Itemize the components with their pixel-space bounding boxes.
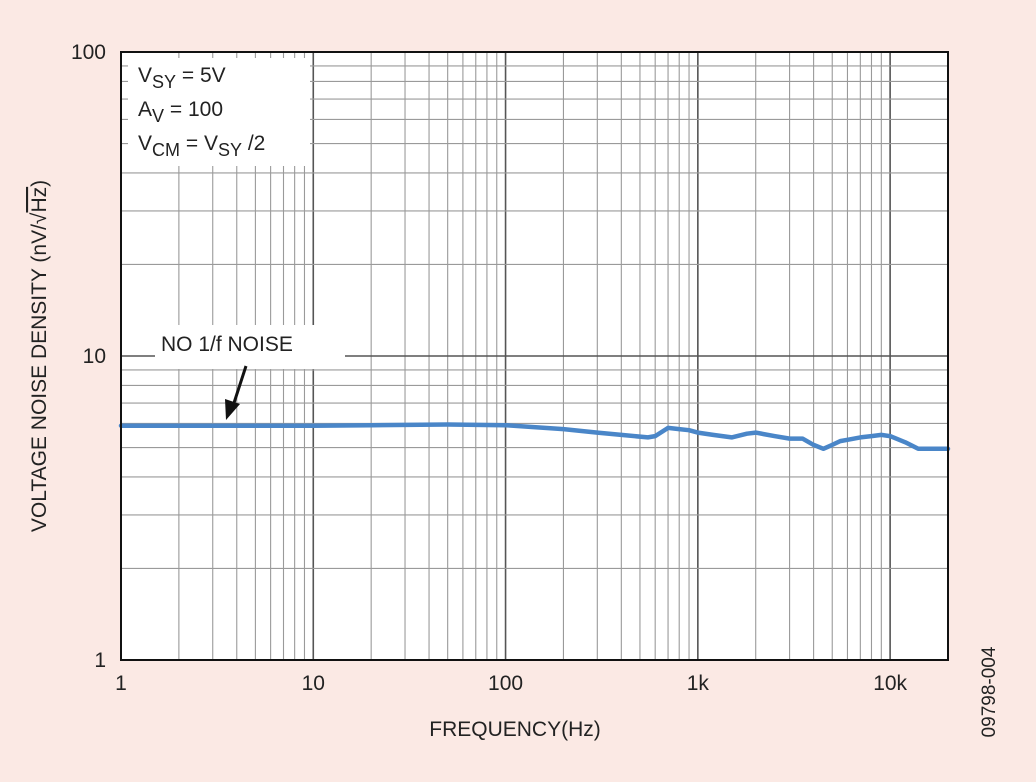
noise-density-series-line (118, 422, 951, 452)
y-tick-label: 1 (94, 649, 106, 672)
svg-text:09798-004: 09798-004 (979, 646, 1000, 737)
y-tick-label: 10 (83, 345, 106, 368)
x-tick-label: 1k (687, 672, 710, 695)
condition-av: AV = 100 (138, 98, 223, 126)
x-tick-label: 100 (488, 672, 523, 695)
x-tick-label: 10k (873, 672, 907, 695)
conditions-box (128, 58, 310, 166)
annotation-arrow (231, 365, 248, 407)
figure-id: 09798-004 (979, 646, 1000, 737)
y-axis-title-close: ) (28, 180, 51, 187)
annotation-box (155, 325, 345, 369)
series-layer (118, 422, 951, 452)
x-tick-label: 10 (302, 672, 325, 695)
y-axis-title: VOLTAGE NOISE DENSITY (nV/√Hz) (28, 180, 51, 532)
condition-vcm: VCM = VSY /2 (138, 132, 265, 160)
x-tick-label: 1 (115, 672, 127, 695)
y-axis-title-main: VOLTAGE NOISE DENSITY (nV/ (28, 224, 51, 532)
svg-text:VOLTAGE NOISE DENSITY (nV/√Hz): VOLTAGE NOISE DENSITY (nV/√Hz) (28, 180, 51, 532)
x-axis-title: FREQUENCY(Hz) (429, 718, 601, 741)
condition-vsy: VSY = 5V (138, 64, 226, 92)
y-tick-label: 100 (71, 41, 106, 64)
tick-labels: 1 10 100 1k 10k 1 10 100 (71, 41, 908, 695)
annotation-arrowhead (225, 399, 240, 420)
y-axis-title-radicand: Hz (28, 187, 51, 213)
sqrt-sign-icon: √ (28, 212, 51, 224)
plot-frame (120, 51, 949, 661)
annotation-label: NO 1/f NOISE (161, 333, 293, 356)
